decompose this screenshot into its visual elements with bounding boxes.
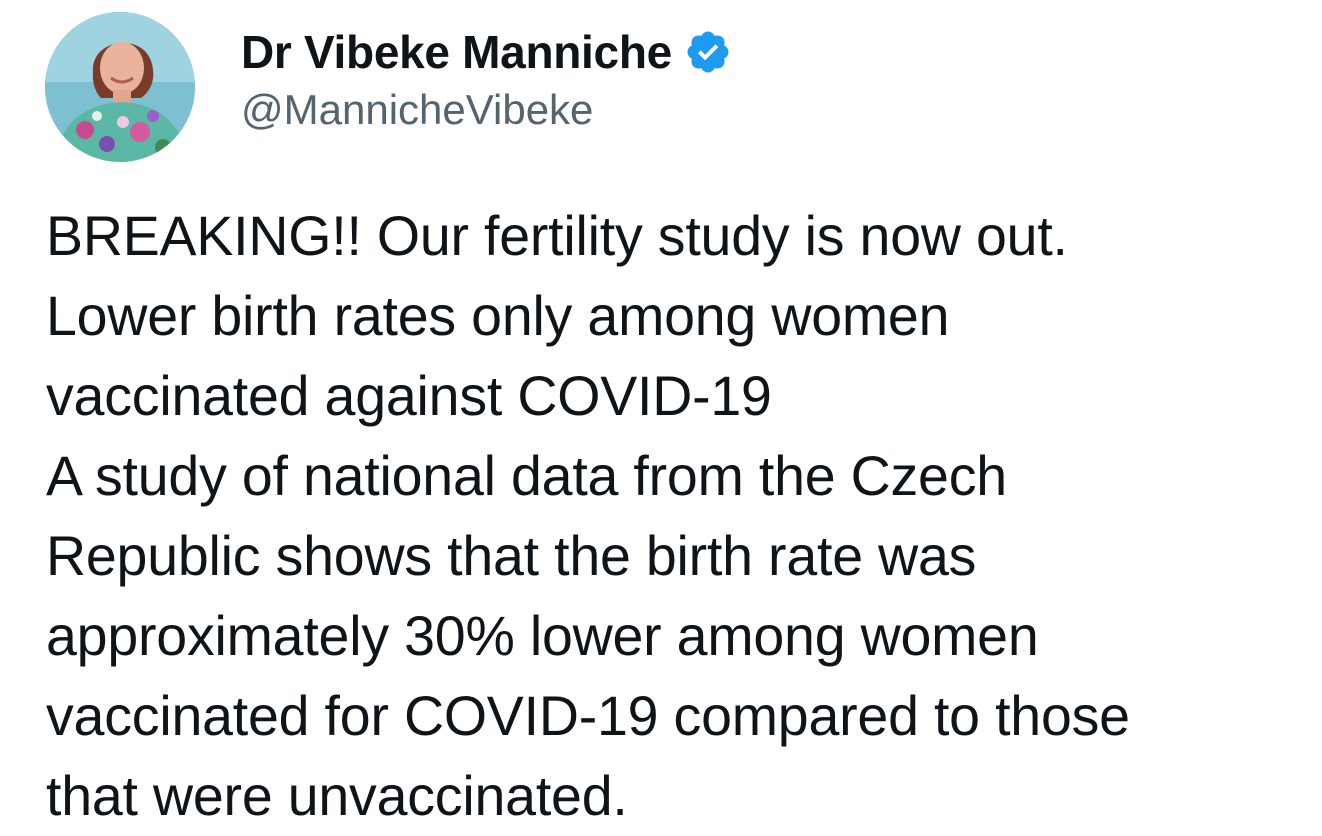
author-avatar[interactable] [45, 12, 195, 162]
tweet-text-line: Republic shows that the birth rate was [46, 525, 977, 587]
tweet-text-line: Lower birth rates only among women [46, 285, 950, 347]
tweet-text: BREAKING!! Our fertility study is now ou… [46, 196, 1306, 836]
tweet-text-line: that were unvaccinated. [46, 765, 628, 827]
profile-photo-icon [45, 12, 195, 162]
verified-badge-icon [684, 28, 732, 76]
author-display-name[interactable]: Dr Vibeke Manniche [241, 26, 672, 78]
tweet-text-line: approximately 30% lower among women [46, 605, 1039, 667]
author-handle[interactable]: @MannicheVibeke [241, 86, 594, 133]
tweet-text-line: vaccinated against COVID-19 [46, 365, 772, 427]
tweet-text-line: vaccinated for COVID-19 compared to thos… [46, 685, 1130, 747]
tweet-text-line: A study of national data from the Czech [46, 445, 1007, 507]
author-name-row[interactable]: Dr Vibeke Manniche [241, 24, 732, 80]
tweet-text-line: BREAKING!! Our fertility study is now ou… [46, 205, 1068, 267]
